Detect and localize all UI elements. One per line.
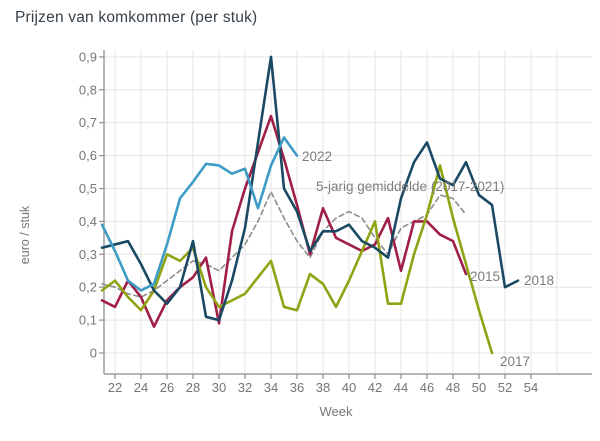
x-tick-label: 32 (238, 380, 252, 395)
y-tick-label: 0,5 (79, 181, 97, 196)
x-axis-title: Week (319, 404, 353, 419)
x-tick-label: 52 (498, 380, 512, 395)
series-line-2017 (100, 164, 494, 355)
series-label-2022: 2022 (302, 149, 332, 164)
y-tick-label: 0,1 (79, 313, 97, 328)
series-line-2015 (100, 114, 468, 328)
x-tick-label: 30 (212, 380, 226, 395)
x-tick-label: 38 (316, 380, 330, 395)
x-tick-label: 24 (134, 380, 148, 395)
series-label-2015: 2015 (470, 269, 500, 284)
y-tick-label: 0,2 (79, 280, 97, 295)
x-tick-label: 50 (472, 380, 486, 395)
y-tick-label: 0,6 (79, 148, 97, 163)
y-axis-title: euro / stuk (18, 205, 32, 265)
x-tick-label: 54 (524, 380, 538, 395)
x-tick-label: 48 (446, 380, 460, 395)
y-tick-label: 0,4 (79, 214, 97, 229)
y-tick-label: 0 (90, 346, 97, 361)
series-line-avg (101, 190, 467, 298)
chart-title: Prijzen van komkommer (per stuk) (15, 9, 258, 26)
series-label-5-jarig: 5-jarig gemiddelde (2017-2021) (316, 179, 504, 194)
series-label-2018: 2018 (524, 273, 554, 288)
x-tick-label: 36 (290, 380, 304, 395)
series-line-2018 (100, 55, 520, 322)
x-tick-label: 44 (394, 380, 408, 395)
y-tick-label: 0,9 (79, 49, 97, 64)
y-tick-label: 0,8 (79, 82, 97, 97)
series-line-2022 (100, 136, 299, 292)
x-tick-label: 26 (160, 380, 174, 395)
x-tick-label: 28 (186, 380, 200, 395)
x-tick-label: 34 (264, 380, 278, 395)
x-tick-label: 42 (368, 380, 382, 395)
x-tick-label: 22 (108, 380, 122, 395)
y-tick-label: 0,3 (79, 247, 97, 262)
y-tick-label: 0,7 (79, 115, 97, 130)
x-tick-label: 46 (420, 380, 434, 395)
x-tick-label: 40 (342, 380, 356, 395)
series-label-2017: 2017 (500, 354, 530, 369)
